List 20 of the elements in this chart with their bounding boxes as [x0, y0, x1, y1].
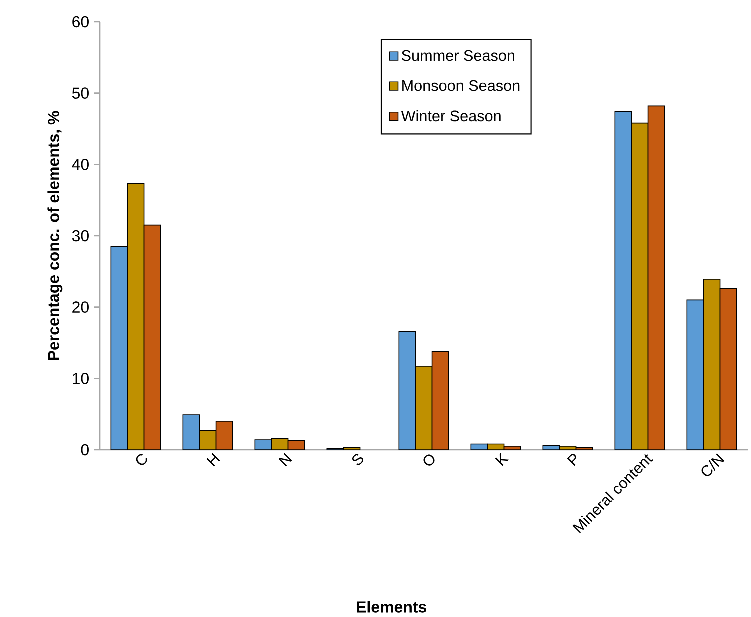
y-tick-label: 20 [72, 302, 89, 313]
x-tick-label: S [352, 454, 364, 466]
x-tick-label: H [206, 453, 220, 467]
legend-label: Monsoon Season [402, 80, 520, 92]
x-axis-title: Elements [357, 601, 427, 613]
x-tick-label: C [136, 454, 148, 466]
x-tick-label: C/N [702, 454, 725, 476]
y-tick-label: 60 [72, 16, 89, 28]
y-axis-title: Percentage conc. of elements, % [48, 111, 63, 360]
x-tick-label: K [495, 452, 509, 466]
y-tick-label: 50 [72, 88, 89, 99]
legend-label: Summer Season [402, 50, 514, 62]
y-tick-label: 40 [72, 159, 89, 170]
y-tick-label: 10 [73, 373, 89, 384]
y-tick-label: 0 [81, 444, 89, 456]
x-tick-label: N [278, 453, 292, 467]
legend-label: Winter Season [401, 110, 501, 122]
y-tick-label: 30 [72, 230, 89, 242]
x-tick-label: O [424, 454, 435, 466]
x-tick-label: P [567, 454, 576, 466]
